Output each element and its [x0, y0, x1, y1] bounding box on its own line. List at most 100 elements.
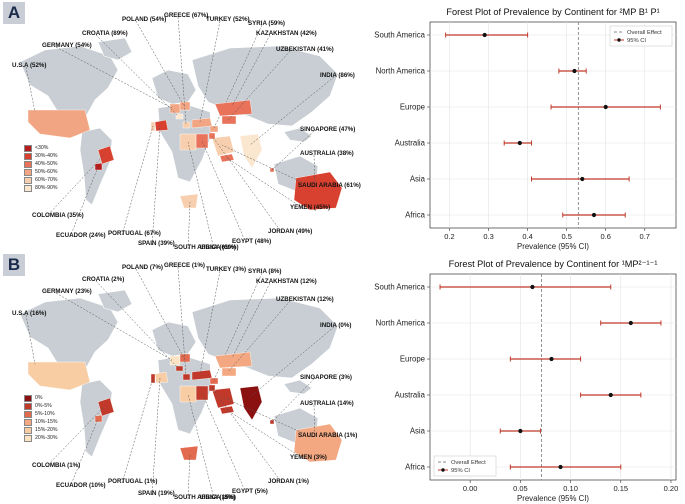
- legend-label: <30%: [35, 145, 49, 151]
- x-tick-label: 0.05: [513, 484, 528, 493]
- legend-label: 0%-5%: [35, 403, 52, 409]
- y-category-label: North America: [376, 67, 426, 76]
- estimate-point: [580, 176, 585, 182]
- estimate-point: [482, 32, 487, 38]
- x-tick-label: 0.4: [522, 232, 532, 241]
- country-label-greece: GREECE (1%): [164, 262, 205, 269]
- plot-title: Forest Plot of Prevalence by Continent f…: [449, 259, 658, 269]
- country-saudi: [211, 135, 235, 157]
- legend-entry: 20%-30%: [24, 434, 58, 442]
- leader-line-croatia: [95, 280, 179, 369]
- legend-swatch: [24, 426, 32, 434]
- leader-line-yemen: [226, 409, 305, 460]
- country-germany: [169, 103, 181, 114]
- plot-frame: [429, 21, 677, 229]
- legend-label: 30%-40%: [35, 153, 58, 159]
- country-kazakhstan: [214, 351, 253, 369]
- country-label-southafrica: SOUTH AFRICA (8%): [174, 494, 236, 501]
- y-category-label: Africa: [405, 211, 426, 220]
- leader-line-portugal: [121, 377, 154, 484]
- country-syria: [209, 377, 219, 385]
- estimate-point: [530, 284, 535, 290]
- legend-swatch: [24, 176, 32, 184]
- country-germany: [169, 355, 181, 366]
- country-croatia: [175, 113, 184, 120]
- landmass: [97, 289, 133, 313]
- country-label-ecuador: ECUADOR (10%): [56, 482, 106, 489]
- country-australia: [293, 171, 343, 211]
- leader-line-croatia: [95, 34, 179, 117]
- map-legend: 0% 0%-5% 5%-10% 10%-15% 15%-20% 20%-30%: [24, 394, 58, 442]
- country-label-kazakhstan: KAZAKHSTAN (12%): [256, 278, 317, 285]
- country-usa: [27, 109, 91, 139]
- country-label-uzbekistan: UZBEKISTAN (12%): [276, 296, 334, 303]
- y-category-label: Europe: [400, 103, 425, 112]
- country-label-jordan: JORDAN (1%): [268, 478, 309, 485]
- legend-entry: 60%-70%: [24, 176, 58, 184]
- y-category-label: North America: [376, 319, 426, 328]
- leader-line-kazakhstan: [231, 282, 271, 359]
- country-poland: [179, 101, 191, 111]
- legend-ci-point: [441, 468, 445, 472]
- leader-line-kazakhstan: [231, 34, 271, 107]
- x-tick-label: 0.7: [640, 232, 650, 241]
- estimate-point: [572, 68, 577, 74]
- leader-line-jordan: [211, 135, 283, 234]
- country-label-germany: GERMANY (54%): [42, 42, 92, 49]
- leader-line-portugal: [121, 125, 154, 236]
- country-usa: [27, 361, 91, 391]
- legend-label: 5%-10%: [35, 411, 55, 417]
- leader-line-greece: [177, 266, 187, 377]
- leader-line-egypt: [201, 140, 247, 244]
- country-label-usa: U.S.A (52%): [12, 62, 47, 69]
- country-label-singapore: SINGAPORE (3%): [300, 374, 352, 381]
- country-label-portugal: PORTUGAL (1%): [108, 478, 158, 485]
- estimate-point: [628, 320, 633, 326]
- country-spain: [154, 119, 169, 132]
- country-label-libya: LIBYA (15%): [200, 494, 236, 501]
- legend-box: [609, 25, 673, 47]
- country-syria: [209, 125, 219, 133]
- legend-label: 0%: [35, 395, 43, 401]
- country-label-india: INDIA (86%): [320, 72, 355, 79]
- country-label-croatia: CROATIA (89%): [82, 30, 128, 37]
- legend-ci-label: 95% CI: [451, 468, 470, 474]
- country-uzbekistan: [221, 115, 237, 125]
- leader-line-yemen: [226, 157, 305, 210]
- country-label-singapore: SINGAPORE (47%): [300, 126, 356, 133]
- country-ecuador: [94, 162, 103, 171]
- estimate-point: [549, 356, 554, 362]
- leader-line-usa: [25, 314, 36, 365]
- country-spain: [154, 371, 169, 384]
- country-label-yemen: YEMEN (3%): [290, 454, 327, 461]
- landmass: [97, 37, 133, 61]
- map-legend: <30% 30%-40% 40%-50% 50%-60% 60%-70% 80%-90%: [24, 144, 58, 192]
- x-tick-label: 0.5: [561, 232, 571, 241]
- country-greece: [182, 373, 191, 381]
- leader-line-southafrica: [187, 201, 191, 250]
- country-label-colombia: COLOMBIA (1%): [32, 462, 81, 469]
- leader-line-australia: [313, 154, 316, 186]
- leader-line-jordan: [211, 387, 283, 484]
- country-label-kazakhstan: KAZAKHSTAN (42%): [256, 30, 317, 37]
- country-label-poland: POLAND (54%): [122, 16, 167, 23]
- leader-line-poland: [135, 20, 185, 107]
- country-colombia: [97, 145, 115, 165]
- y-category-label: Europe: [400, 355, 425, 364]
- y-category-label: Africa: [405, 463, 426, 472]
- legend-entry: 40%-50%: [24, 160, 58, 168]
- x-tick-label: 0.00: [463, 484, 478, 493]
- country-label-spain: SPAIN (19%): [138, 490, 175, 497]
- leader-line-colombia: [45, 154, 105, 218]
- x-tick-label: 0.6: [600, 232, 610, 241]
- landmass: [19, 297, 119, 378]
- legend-label: 50%-60%: [35, 169, 58, 175]
- x-tick-label: 0.20: [664, 484, 679, 493]
- legend-swatch: [24, 144, 32, 152]
- leader-line-singapore: [271, 130, 315, 171]
- legend-entry: 50%-60%: [24, 168, 58, 176]
- leader-line-ecuador: [69, 418, 99, 488]
- leader-line-southafrica: [187, 453, 191, 500]
- leader-line-india: [249, 326, 335, 398]
- country-label-usa: U.S.A (16%): [12, 310, 47, 317]
